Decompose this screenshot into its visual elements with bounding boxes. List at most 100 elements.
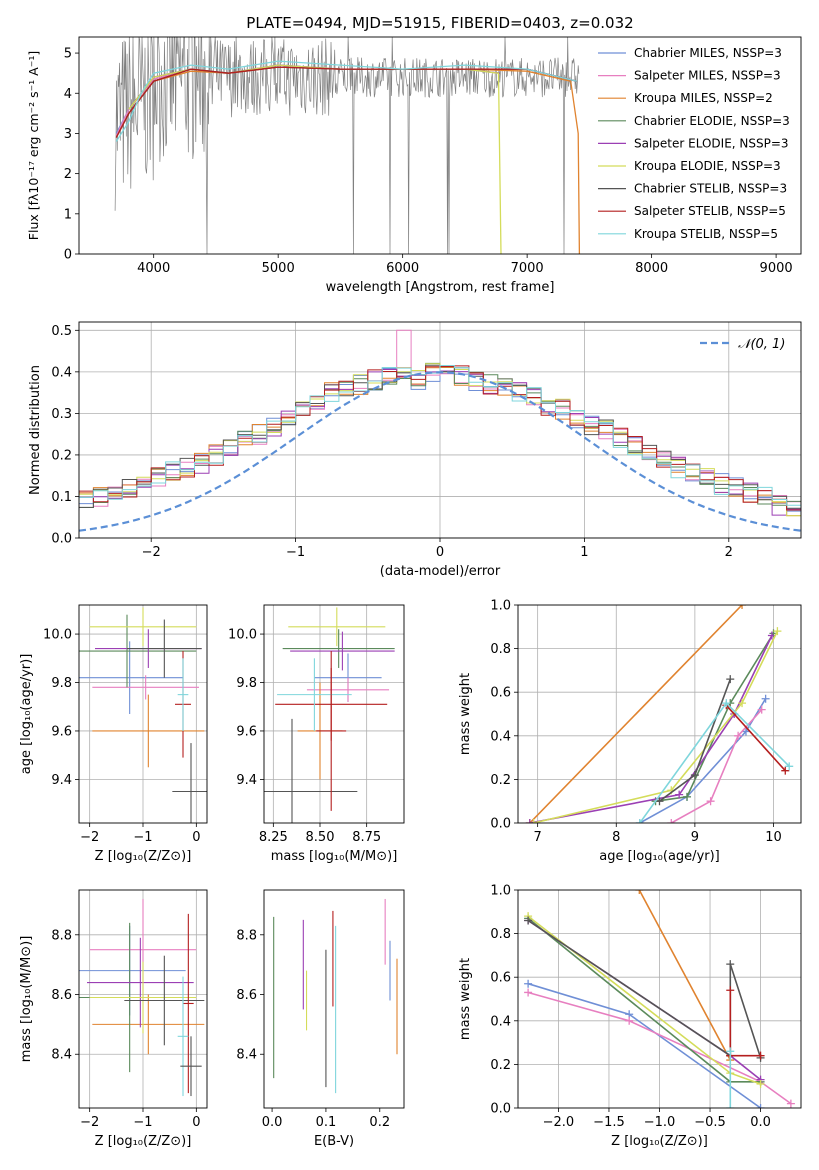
series-line: [527, 915, 761, 1085]
y-tick-label: 0.6: [490, 686, 511, 701]
x-tick-label: −2: [80, 1115, 99, 1130]
y-tick-label: 0.4: [51, 365, 72, 380]
axes-frame: [78, 321, 802, 539]
x-tick-label: 8000: [635, 261, 668, 276]
series-line: [128, 64, 502, 254]
data-point: [786, 1099, 795, 1108]
y-tick-label: 8.6: [236, 988, 257, 1003]
axes-frame: [78, 36, 802, 255]
data-point: [524, 916, 533, 925]
x-axis-label: E(B-V): [314, 1134, 354, 1149]
x-tick-label: −1: [133, 1115, 152, 1130]
axes-frame: [517, 604, 802, 824]
x-axis-label: Z [log₁₀(Z/Z⊙)]: [95, 849, 192, 864]
series-line: [725, 704, 786, 772]
y-axis-label: mass [log₁₀(M/M⊙)]: [19, 936, 34, 1063]
y-tick-label: 0.2: [490, 773, 511, 788]
data-point: [756, 1080, 765, 1089]
x-tick-label: −2: [80, 830, 99, 845]
data-point: [756, 1104, 765, 1108]
data-point: [726, 960, 735, 969]
x-tick-label: 0.2: [369, 1115, 390, 1130]
x-tick-label: −1: [133, 830, 152, 845]
x-tick-label: −0.5: [694, 1115, 726, 1130]
y-tick-label: 0.0: [490, 1102, 511, 1117]
x-tick-label: 6000: [386, 261, 419, 276]
y-tick-label: 1.0: [490, 599, 511, 614]
plot-area: [273, 898, 398, 1094]
y-tick-label: 9.6: [51, 724, 72, 739]
y-axis-label: Flux [fλ10⁻¹⁷ erg cm⁻² s⁻¹ A⁻¹]: [26, 51, 41, 240]
axes-frame: [78, 604, 208, 824]
y-tick-label: 0.0: [51, 532, 72, 547]
data-point: [525, 819, 534, 823]
x-tick-label: −1: [286, 545, 305, 560]
data-point: [726, 1104, 735, 1108]
x-tick-label: 10: [765, 830, 782, 845]
x-tick-label: 7: [534, 830, 542, 845]
data-point: [635, 890, 644, 894]
data-point: [734, 731, 743, 740]
x-tick-label: 9000: [760, 261, 793, 276]
legend-label: 𝒩(0, 1): [738, 337, 785, 352]
y-axis-label: age [log₁₀(age/yr)]: [19, 654, 34, 775]
y-tick-label: 8.8: [236, 928, 257, 943]
legend: 𝒩(0, 1): [700, 337, 785, 352]
y-tick-label: 10.0: [43, 628, 72, 643]
panel-spectrum: 4000 5000 6000 7000 8000 9000 0 1 2 3 4 5 wavelength…: [26, 36, 802, 295]
data-point: [722, 699, 731, 708]
data-point: [738, 699, 747, 708]
panel-massweight-vs-age: 7 8 9 10 0.0 0.2 0.4 0.6 0.8 1.0 age [log₁₀(age/yr…: [458, 599, 802, 864]
series-line: [533, 630, 779, 823]
data-point: [756, 1051, 765, 1060]
data-point: [781, 766, 790, 775]
data-point: [683, 792, 692, 801]
histogram-series: [79, 369, 801, 519]
panel-mass-vs-Z: −2 −1 0 8.4 8.6 8.8 Z [log₁₀(Z/Z⊙)] mass [log₁₀…: [19, 889, 208, 1149]
series-line: [115, 66, 578, 138]
y-tick-label: 1: [64, 207, 72, 222]
y-tick-label: 0.5: [51, 324, 72, 339]
x-tick-label: 0.0: [262, 1115, 283, 1130]
x-tick-label: 0: [436, 545, 444, 560]
axes-frame: [517, 889, 802, 1109]
y-tick-label: 2: [64, 167, 72, 182]
x-tick-label: 0: [192, 830, 200, 845]
histogram-series: [79, 368, 801, 520]
data-point: [738, 605, 747, 609]
x-tick-label: 1: [580, 545, 588, 560]
x-axis-label: (data-model)/error: [380, 564, 501, 579]
x-tick-label: 8.50: [306, 830, 335, 845]
panel-residuals: −2 −1 0 1 2 0.0 0.1 0.2 0.3 0.4 0.5 (data-model)/er…: [28, 321, 802, 579]
histogram-series: [79, 365, 801, 511]
series-line: [529, 605, 743, 823]
y-tick-label: 8.4: [236, 1048, 257, 1063]
series-line: [638, 890, 732, 1061]
y-tick-label: 9.4: [51, 773, 72, 788]
series-line: [655, 632, 775, 802]
x-tick-label: 7000: [511, 261, 544, 276]
histogram-series: [79, 363, 801, 519]
x-axis-label: mass [log₁₀(M/M⊙)]: [271, 849, 398, 864]
x-tick-label: −1.0: [644, 1115, 676, 1130]
x-tick-label: −2.0: [543, 1115, 575, 1130]
y-tick-label: 0.2: [490, 1058, 511, 1073]
series-line: [115, 66, 581, 254]
y-tick-label: 8.8: [51, 928, 72, 943]
y-tick-label: 8.6: [51, 988, 72, 1003]
x-tick-label: 0.1: [316, 1115, 337, 1130]
y-axis-label: Normed distribution: [28, 365, 43, 495]
data-point: [726, 675, 735, 684]
y-tick-label: 1.0: [490, 884, 511, 899]
x-tick-label: 0: [192, 1115, 200, 1130]
data-point: [635, 819, 644, 823]
figure-title: PLATE=0494, MJD=51915, FIBERID=0403, z=0…: [246, 14, 633, 32]
y-tick-label: 0.2: [51, 448, 72, 463]
plot-area: [114, 37, 581, 254]
panel-age-vs-Z: −2 −1 0 9.4 9.6 9.8 10.0 Z [log₁₀(Z/Z⊙)] age [lo…: [19, 604, 208, 864]
data-point: [655, 797, 664, 806]
x-tick-label: 5000: [262, 261, 295, 276]
data-point: [675, 790, 684, 799]
y-tick-label: 9.6: [236, 724, 257, 739]
